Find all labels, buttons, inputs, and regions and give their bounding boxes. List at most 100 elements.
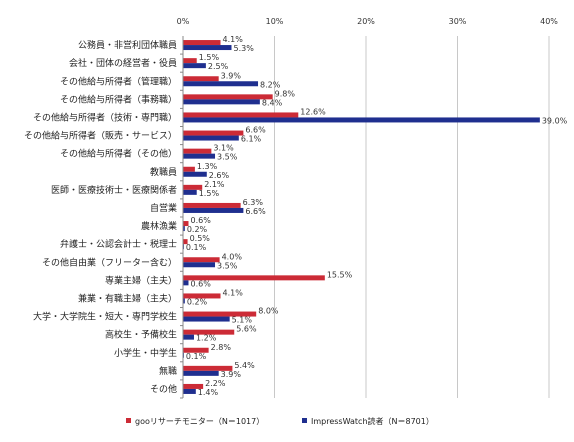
legend: gooリサーチモニター（N＝1017） ImpressWatch読者（N＝8701… — [126, 416, 434, 426]
bar-goo-research — [183, 76, 219, 82]
category-label: その他給与所得者（技術・専門職） — [33, 111, 177, 123]
category-label: 医師・医療技術士・医療関係者 — [51, 184, 177, 196]
bar-goo-research — [183, 347, 209, 353]
bar-impresswatch — [183, 262, 216, 268]
data-label-goo-research: 4.1% — [223, 288, 244, 297]
data-label-impresswatch: 6.1% — [241, 135, 262, 144]
data-label-goo-research: 3.9% — [221, 71, 242, 80]
bar-goo-research — [183, 311, 257, 317]
data-label-impresswatch: 6.6% — [245, 207, 266, 216]
data-label-goo-research: 0.6% — [190, 216, 211, 225]
data-label-goo-research: 1.3% — [197, 162, 218, 171]
data-label-goo-research: 2.2% — [205, 379, 226, 388]
bar-impresswatch — [183, 207, 244, 213]
x-tick-label: 0% — [177, 17, 190, 26]
data-label-impresswatch: 0.2% — [187, 297, 208, 306]
data-label-impresswatch: 1.4% — [198, 388, 219, 397]
category-label: 会社・団体の経営者・役員 — [69, 57, 177, 69]
x-tick-label: 20% — [357, 17, 375, 26]
category-label: その他自由業（フリーター含む） — [42, 256, 177, 268]
x-tick-label: 30% — [449, 17, 467, 26]
bar-impresswatch — [183, 171, 207, 177]
data-label-impresswatch: 0.1% — [186, 352, 207, 361]
data-label-goo-research: 4.1% — [223, 35, 244, 44]
data-labels: 4.1%5.3%1.5%2.5%3.9%8.2%9.8%8.4%12.6%39.… — [186, 35, 568, 397]
bar-impresswatch — [183, 99, 260, 105]
bar-goo-research — [183, 112, 299, 118]
bar-impresswatch — [183, 316, 230, 322]
data-label-impresswatch: 0.6% — [190, 279, 211, 288]
bar-goo-research — [183, 94, 273, 100]
bar-goo-research — [183, 184, 203, 190]
bar-goo-research — [183, 275, 325, 281]
category-label: 無職 — [159, 365, 177, 377]
category-label: その他給与所得者（その他） — [60, 148, 177, 160]
data-label-goo-research: 8.0% — [258, 307, 279, 316]
data-label-impresswatch: 0.1% — [186, 243, 207, 252]
data-label-goo-research: 2.1% — [204, 180, 225, 189]
data-label-impresswatch: 39.0% — [542, 116, 568, 125]
data-label-impresswatch: 8.2% — [260, 80, 281, 89]
category-label: 教職員 — [150, 166, 177, 178]
bar-goo-research — [183, 221, 189, 227]
data-label-goo-research: 2.8% — [211, 343, 232, 352]
data-label-impresswatch: 3.5% — [217, 153, 238, 162]
data-label-impresswatch: 2.5% — [208, 62, 229, 71]
bar-goo-research — [183, 383, 204, 389]
bars — [183, 40, 540, 394]
data-label-goo-research: 3.1% — [213, 144, 234, 153]
bar-goo-research — [183, 130, 244, 136]
category-label: 大学・大学院生・短大・専門学校生 — [33, 311, 177, 323]
data-label-impresswatch: 8.4% — [262, 98, 283, 107]
data-label-goo-research: 1.5% — [199, 53, 220, 62]
category-label: 兼業・有職主婦（主夫） — [78, 292, 177, 304]
category-label: 高校生・予備校生 — [105, 329, 177, 341]
bar-goo-research — [183, 239, 188, 245]
data-label-impresswatch: 1.2% — [196, 334, 217, 343]
bar-goo-research — [183, 166, 195, 172]
bar-goo-research — [183, 202, 241, 208]
data-label-impresswatch: 0.2% — [187, 225, 208, 234]
legend-label: gooリサーチモニター（N＝1017） — [135, 417, 264, 426]
category-label: その他給与所得者（事務職） — [60, 93, 177, 105]
bar-impresswatch — [183, 63, 206, 69]
bar-goo-research — [183, 329, 235, 335]
category-label: 農林漁業 — [141, 220, 177, 232]
bar-impresswatch — [183, 135, 239, 141]
data-label-impresswatch: 2.6% — [209, 171, 230, 180]
category-label: その他 — [150, 383, 177, 395]
bar-impresswatch — [183, 280, 189, 286]
data-label-impresswatch: 5.3% — [233, 44, 254, 53]
data-label-goo-research: 4.0% — [222, 252, 243, 261]
grid-lines — [274, 36, 550, 398]
bar-goo-research — [183, 148, 212, 154]
data-label-impresswatch: 3.5% — [217, 261, 238, 270]
category-label: 弁護士・公認会計士・税理士 — [60, 238, 177, 250]
bar-impresswatch — [183, 298, 185, 304]
bar-goo-research — [183, 58, 197, 64]
category-label: 自営業 — [150, 202, 177, 214]
bar-impresswatch — [183, 45, 232, 51]
bar-impresswatch — [183, 117, 540, 123]
bar-impresswatch — [183, 226, 185, 232]
data-label-goo-research: 9.8% — [275, 89, 296, 98]
bar-impresswatch — [183, 81, 259, 87]
data-label-goo-research: 5.4% — [234, 361, 255, 370]
bar-impresswatch — [183, 388, 196, 394]
category-label: 小学生・中学生 — [114, 347, 177, 359]
data-label-goo-research: 5.6% — [236, 325, 257, 334]
data-label-impresswatch: 5.1% — [232, 316, 253, 325]
data-label-goo-research: 6.3% — [243, 198, 264, 207]
category-label: 専業主婦（主夫） — [105, 274, 177, 286]
bar-goo-research — [183, 365, 233, 371]
legend-swatch — [126, 418, 131, 423]
bar-impresswatch — [183, 153, 216, 159]
bar-goo-research — [183, 257, 220, 263]
bar-impresswatch — [183, 334, 194, 340]
data-label-impresswatch: 1.5% — [199, 189, 220, 198]
data-label-impresswatch: 3.9% — [221, 370, 242, 379]
x-axis-ticks: 0% 10% 20% 30% 40% — [177, 17, 559, 26]
legend-label: ImpressWatch読者（N＝8701） — [311, 416, 434, 426]
